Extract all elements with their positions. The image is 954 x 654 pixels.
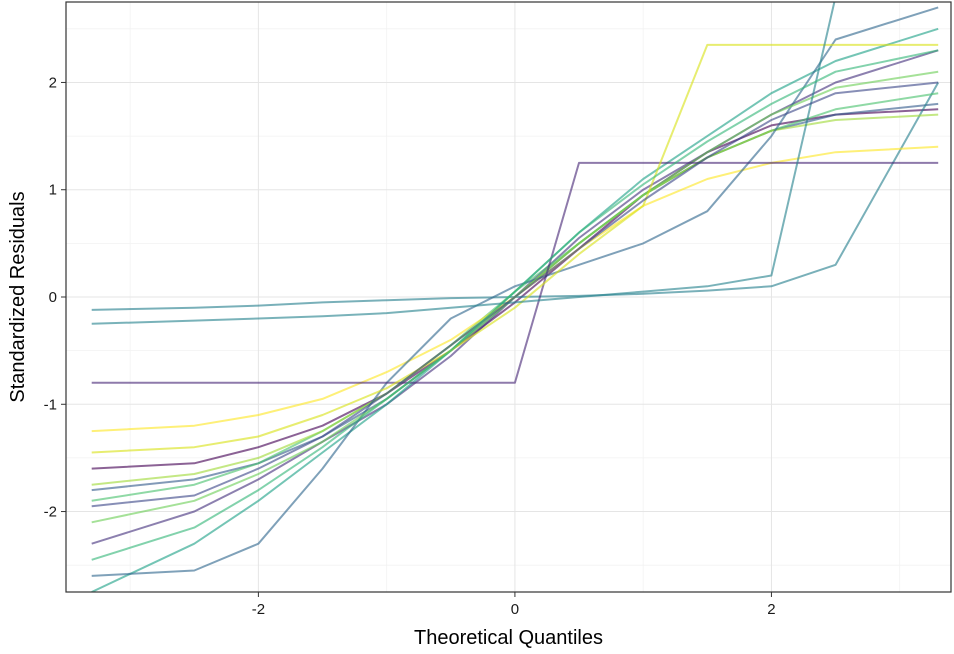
series-line-s13 [91, 2, 836, 325]
x-axis-ticks: -2 0 2 [252, 592, 776, 618]
series-line-s11 [91, 161, 939, 384]
series-line-s14 [91, 81, 939, 508]
y-axis-ticks: -2 -1 0 1 2 [44, 74, 66, 521]
y-axis-title: Standardized Residuals [7, 191, 29, 402]
y-tick-label: 1 [49, 182, 57, 199]
series-line-s12 [91, 43, 939, 454]
series-line-s9 [91, 6, 939, 577]
major-gridlines [66, 2, 951, 592]
series-lines [91, 2, 940, 592]
y-tick-label: -1 [44, 396, 57, 413]
series-line-s15 [91, 49, 939, 561]
y-tick-label: 2 [49, 74, 57, 91]
y-tick-label: 0 [49, 289, 57, 306]
x-tick-label: 2 [767, 601, 775, 618]
x-tick-label: 0 [511, 601, 519, 618]
x-tick-label: -2 [252, 601, 265, 618]
y-tick-label: -2 [44, 504, 57, 521]
x-axis-title: Theoretical Quantiles [414, 627, 603, 649]
